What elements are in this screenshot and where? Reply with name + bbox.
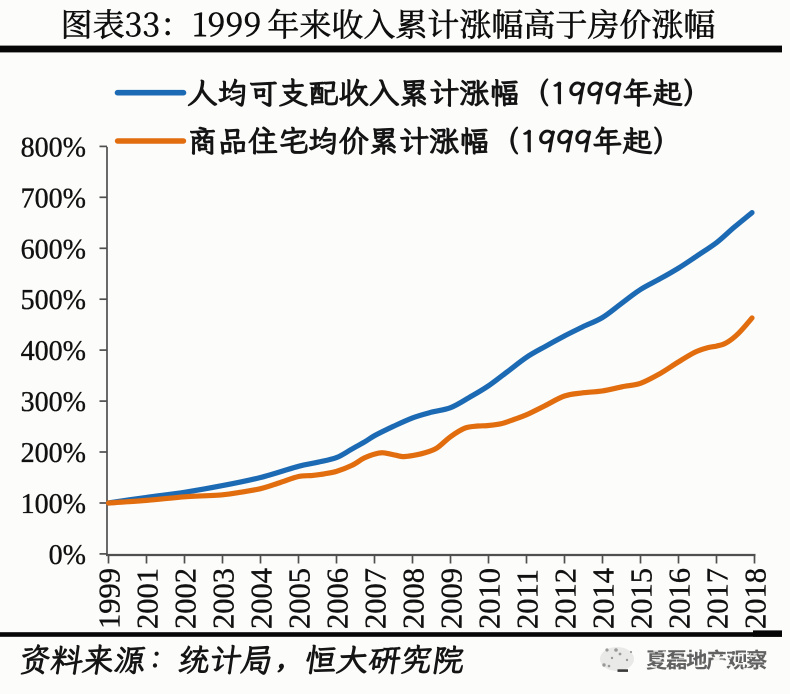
- svg-text:300%: 300%: [21, 387, 86, 418]
- svg-text:800%: 800%: [21, 132, 86, 163]
- svg-text:2018: 2018: [738, 568, 772, 629]
- svg-text:2001: 2001: [130, 568, 164, 629]
- svg-text:100%: 100%: [21, 489, 86, 520]
- svg-text:2009: 2009: [434, 568, 468, 629]
- svg-text:700%: 700%: [21, 183, 86, 214]
- svg-text:400%: 400%: [21, 336, 86, 367]
- svg-text:0%: 0%: [49, 540, 86, 571]
- svg-text:2010: 2010: [472, 568, 506, 629]
- svg-text:600%: 600%: [21, 234, 86, 265]
- svg-text:2003: 2003: [206, 568, 240, 629]
- svg-text:2005: 2005: [282, 568, 316, 629]
- svg-text:2017: 2017: [700, 568, 734, 629]
- svg-text:2012: 2012: [548, 568, 582, 629]
- svg-text:2007: 2007: [358, 568, 392, 629]
- svg-text:200%: 200%: [21, 438, 86, 469]
- svg-text:2016: 2016: [662, 568, 696, 629]
- svg-text:2002: 2002: [168, 568, 202, 629]
- svg-text:500%: 500%: [21, 285, 86, 316]
- svg-text:2015: 2015: [624, 568, 658, 629]
- svg-text:2004: 2004: [244, 568, 278, 629]
- svg-text:2008: 2008: [396, 568, 430, 629]
- svg-text:1999: 1999: [92, 568, 126, 629]
- svg-text:2011: 2011: [510, 569, 544, 629]
- svg-text:2006: 2006: [320, 568, 354, 629]
- svg-text:2014: 2014: [586, 568, 620, 629]
